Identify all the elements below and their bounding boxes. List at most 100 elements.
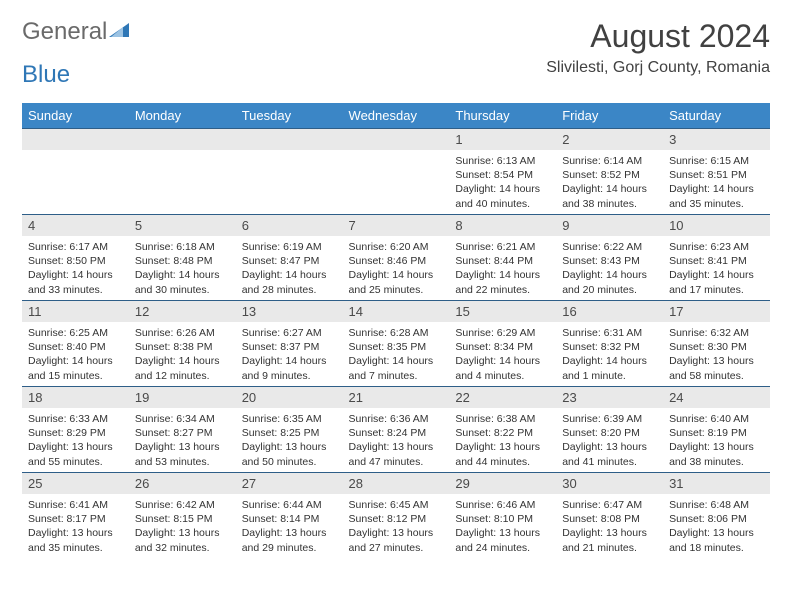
calendar-week-row: 25Sunrise: 6:41 AMSunset: 8:17 PMDayligh… bbox=[22, 473, 770, 559]
day-details: Sunrise: 6:13 AMSunset: 8:54 PMDaylight:… bbox=[449, 150, 556, 211]
day-number: 18 bbox=[22, 387, 129, 408]
day-details: Sunrise: 6:18 AMSunset: 8:48 PMDaylight:… bbox=[129, 236, 236, 297]
calendar-cell: 1Sunrise: 6:13 AMSunset: 8:54 PMDaylight… bbox=[449, 129, 556, 215]
day-number: 22 bbox=[449, 387, 556, 408]
calendar-cell: 23Sunrise: 6:39 AMSunset: 8:20 PMDayligh… bbox=[556, 387, 663, 473]
logo: General bbox=[22, 18, 132, 46]
calendar-cell: 10Sunrise: 6:23 AMSunset: 8:41 PMDayligh… bbox=[663, 215, 770, 301]
day-number: 16 bbox=[556, 301, 663, 322]
day-number: 10 bbox=[663, 215, 770, 236]
calendar-cell: 31Sunrise: 6:48 AMSunset: 8:06 PMDayligh… bbox=[663, 473, 770, 559]
weekday-header: Thursday bbox=[449, 103, 556, 129]
day-details: Sunrise: 6:44 AMSunset: 8:14 PMDaylight:… bbox=[236, 494, 343, 555]
day-number-empty bbox=[22, 129, 129, 150]
day-number: 17 bbox=[663, 301, 770, 322]
day-number: 11 bbox=[22, 301, 129, 322]
day-details: Sunrise: 6:40 AMSunset: 8:19 PMDaylight:… bbox=[663, 408, 770, 469]
day-details: Sunrise: 6:15 AMSunset: 8:51 PMDaylight:… bbox=[663, 150, 770, 211]
day-number: 6 bbox=[236, 215, 343, 236]
day-details: Sunrise: 6:20 AMSunset: 8:46 PMDaylight:… bbox=[343, 236, 450, 297]
day-number: 24 bbox=[663, 387, 770, 408]
day-details: Sunrise: 6:35 AMSunset: 8:25 PMDaylight:… bbox=[236, 408, 343, 469]
calendar-cell: 26Sunrise: 6:42 AMSunset: 8:15 PMDayligh… bbox=[129, 473, 236, 559]
calendar-table: SundayMondayTuesdayWednesdayThursdayFrid… bbox=[22, 103, 770, 559]
calendar-cell: 8Sunrise: 6:21 AMSunset: 8:44 PMDaylight… bbox=[449, 215, 556, 301]
day-number-empty bbox=[343, 129, 450, 150]
day-number: 3 bbox=[663, 129, 770, 150]
calendar-week-row: 18Sunrise: 6:33 AMSunset: 8:29 PMDayligh… bbox=[22, 387, 770, 473]
weekday-header: Saturday bbox=[663, 103, 770, 129]
calendar-cell: 4Sunrise: 6:17 AMSunset: 8:50 PMDaylight… bbox=[22, 215, 129, 301]
day-details: Sunrise: 6:19 AMSunset: 8:47 PMDaylight:… bbox=[236, 236, 343, 297]
calendar-cell: 20Sunrise: 6:35 AMSunset: 8:25 PMDayligh… bbox=[236, 387, 343, 473]
title-block: August 2024 Slivilesti, Gorj County, Rom… bbox=[546, 18, 770, 77]
day-number-empty bbox=[236, 129, 343, 150]
day-details: Sunrise: 6:26 AMSunset: 8:38 PMDaylight:… bbox=[129, 322, 236, 383]
day-details: Sunrise: 6:46 AMSunset: 8:10 PMDaylight:… bbox=[449, 494, 556, 555]
logo-word1: General bbox=[22, 18, 107, 46]
day-details: Sunrise: 6:42 AMSunset: 8:15 PMDaylight:… bbox=[129, 494, 236, 555]
calendar-cell: 12Sunrise: 6:26 AMSunset: 8:38 PMDayligh… bbox=[129, 301, 236, 387]
weekday-header: Sunday bbox=[22, 103, 129, 129]
day-number: 2 bbox=[556, 129, 663, 150]
calendar-week-row: 4Sunrise: 6:17 AMSunset: 8:50 PMDaylight… bbox=[22, 215, 770, 301]
day-number: 7 bbox=[343, 215, 450, 236]
calendar-cell: 9Sunrise: 6:22 AMSunset: 8:43 PMDaylight… bbox=[556, 215, 663, 301]
calendar-cell: 13Sunrise: 6:27 AMSunset: 8:37 PMDayligh… bbox=[236, 301, 343, 387]
day-number: 23 bbox=[556, 387, 663, 408]
day-number: 27 bbox=[236, 473, 343, 494]
day-number: 12 bbox=[129, 301, 236, 322]
calendar-cell: 17Sunrise: 6:32 AMSunset: 8:30 PMDayligh… bbox=[663, 301, 770, 387]
day-number: 15 bbox=[449, 301, 556, 322]
calendar-cell: 3Sunrise: 6:15 AMSunset: 8:51 PMDaylight… bbox=[663, 129, 770, 215]
calendar-week-row: 11Sunrise: 6:25 AMSunset: 8:40 PMDayligh… bbox=[22, 301, 770, 387]
calendar-cell: 22Sunrise: 6:38 AMSunset: 8:22 PMDayligh… bbox=[449, 387, 556, 473]
calendar-cell: 11Sunrise: 6:25 AMSunset: 8:40 PMDayligh… bbox=[22, 301, 129, 387]
weekday-header-row: SundayMondayTuesdayWednesdayThursdayFrid… bbox=[22, 103, 770, 129]
calendar-cell bbox=[22, 129, 129, 215]
calendar-cell: 25Sunrise: 6:41 AMSunset: 8:17 PMDayligh… bbox=[22, 473, 129, 559]
calendar-cell: 27Sunrise: 6:44 AMSunset: 8:14 PMDayligh… bbox=[236, 473, 343, 559]
logo-triangle-icon bbox=[109, 18, 131, 46]
day-details: Sunrise: 6:17 AMSunset: 8:50 PMDaylight:… bbox=[22, 236, 129, 297]
day-details: Sunrise: 6:45 AMSunset: 8:12 PMDaylight:… bbox=[343, 494, 450, 555]
day-details: Sunrise: 6:22 AMSunset: 8:43 PMDaylight:… bbox=[556, 236, 663, 297]
location: Slivilesti, Gorj County, Romania bbox=[546, 59, 770, 77]
day-number: 30 bbox=[556, 473, 663, 494]
weekday-header: Friday bbox=[556, 103, 663, 129]
calendar-cell: 2Sunrise: 6:14 AMSunset: 8:52 PMDaylight… bbox=[556, 129, 663, 215]
day-number: 14 bbox=[343, 301, 450, 322]
day-number: 19 bbox=[129, 387, 236, 408]
month-title: August 2024 bbox=[546, 18, 770, 55]
calendar-week-row: 1Sunrise: 6:13 AMSunset: 8:54 PMDaylight… bbox=[22, 129, 770, 215]
day-number: 28 bbox=[343, 473, 450, 494]
day-details: Sunrise: 6:34 AMSunset: 8:27 PMDaylight:… bbox=[129, 408, 236, 469]
calendar-cell: 21Sunrise: 6:36 AMSunset: 8:24 PMDayligh… bbox=[343, 387, 450, 473]
day-details: Sunrise: 6:33 AMSunset: 8:29 PMDaylight:… bbox=[22, 408, 129, 469]
day-details: Sunrise: 6:28 AMSunset: 8:35 PMDaylight:… bbox=[343, 322, 450, 383]
calendar-cell: 30Sunrise: 6:47 AMSunset: 8:08 PMDayligh… bbox=[556, 473, 663, 559]
calendar-body: 1Sunrise: 6:13 AMSunset: 8:54 PMDaylight… bbox=[22, 129, 770, 559]
day-number: 1 bbox=[449, 129, 556, 150]
calendar-cell: 18Sunrise: 6:33 AMSunset: 8:29 PMDayligh… bbox=[22, 387, 129, 473]
calendar-cell: 15Sunrise: 6:29 AMSunset: 8:34 PMDayligh… bbox=[449, 301, 556, 387]
calendar-cell bbox=[236, 129, 343, 215]
day-number: 29 bbox=[449, 473, 556, 494]
day-number: 21 bbox=[343, 387, 450, 408]
day-details: Sunrise: 6:29 AMSunset: 8:34 PMDaylight:… bbox=[449, 322, 556, 383]
day-details: Sunrise: 6:47 AMSunset: 8:08 PMDaylight:… bbox=[556, 494, 663, 555]
weekday-header: Monday bbox=[129, 103, 236, 129]
day-details: Sunrise: 6:25 AMSunset: 8:40 PMDaylight:… bbox=[22, 322, 129, 383]
day-number: 26 bbox=[129, 473, 236, 494]
calendar-cell: 14Sunrise: 6:28 AMSunset: 8:35 PMDayligh… bbox=[343, 301, 450, 387]
day-details: Sunrise: 6:36 AMSunset: 8:24 PMDaylight:… bbox=[343, 408, 450, 469]
calendar-cell: 29Sunrise: 6:46 AMSunset: 8:10 PMDayligh… bbox=[449, 473, 556, 559]
day-details: Sunrise: 6:27 AMSunset: 8:37 PMDaylight:… bbox=[236, 322, 343, 383]
day-details: Sunrise: 6:14 AMSunset: 8:52 PMDaylight:… bbox=[556, 150, 663, 211]
calendar-cell: 19Sunrise: 6:34 AMSunset: 8:27 PMDayligh… bbox=[129, 387, 236, 473]
day-number-empty bbox=[129, 129, 236, 150]
day-details: Sunrise: 6:32 AMSunset: 8:30 PMDaylight:… bbox=[663, 322, 770, 383]
day-details: Sunrise: 6:21 AMSunset: 8:44 PMDaylight:… bbox=[449, 236, 556, 297]
calendar-cell: 7Sunrise: 6:20 AMSunset: 8:46 PMDaylight… bbox=[343, 215, 450, 301]
day-number: 25 bbox=[22, 473, 129, 494]
